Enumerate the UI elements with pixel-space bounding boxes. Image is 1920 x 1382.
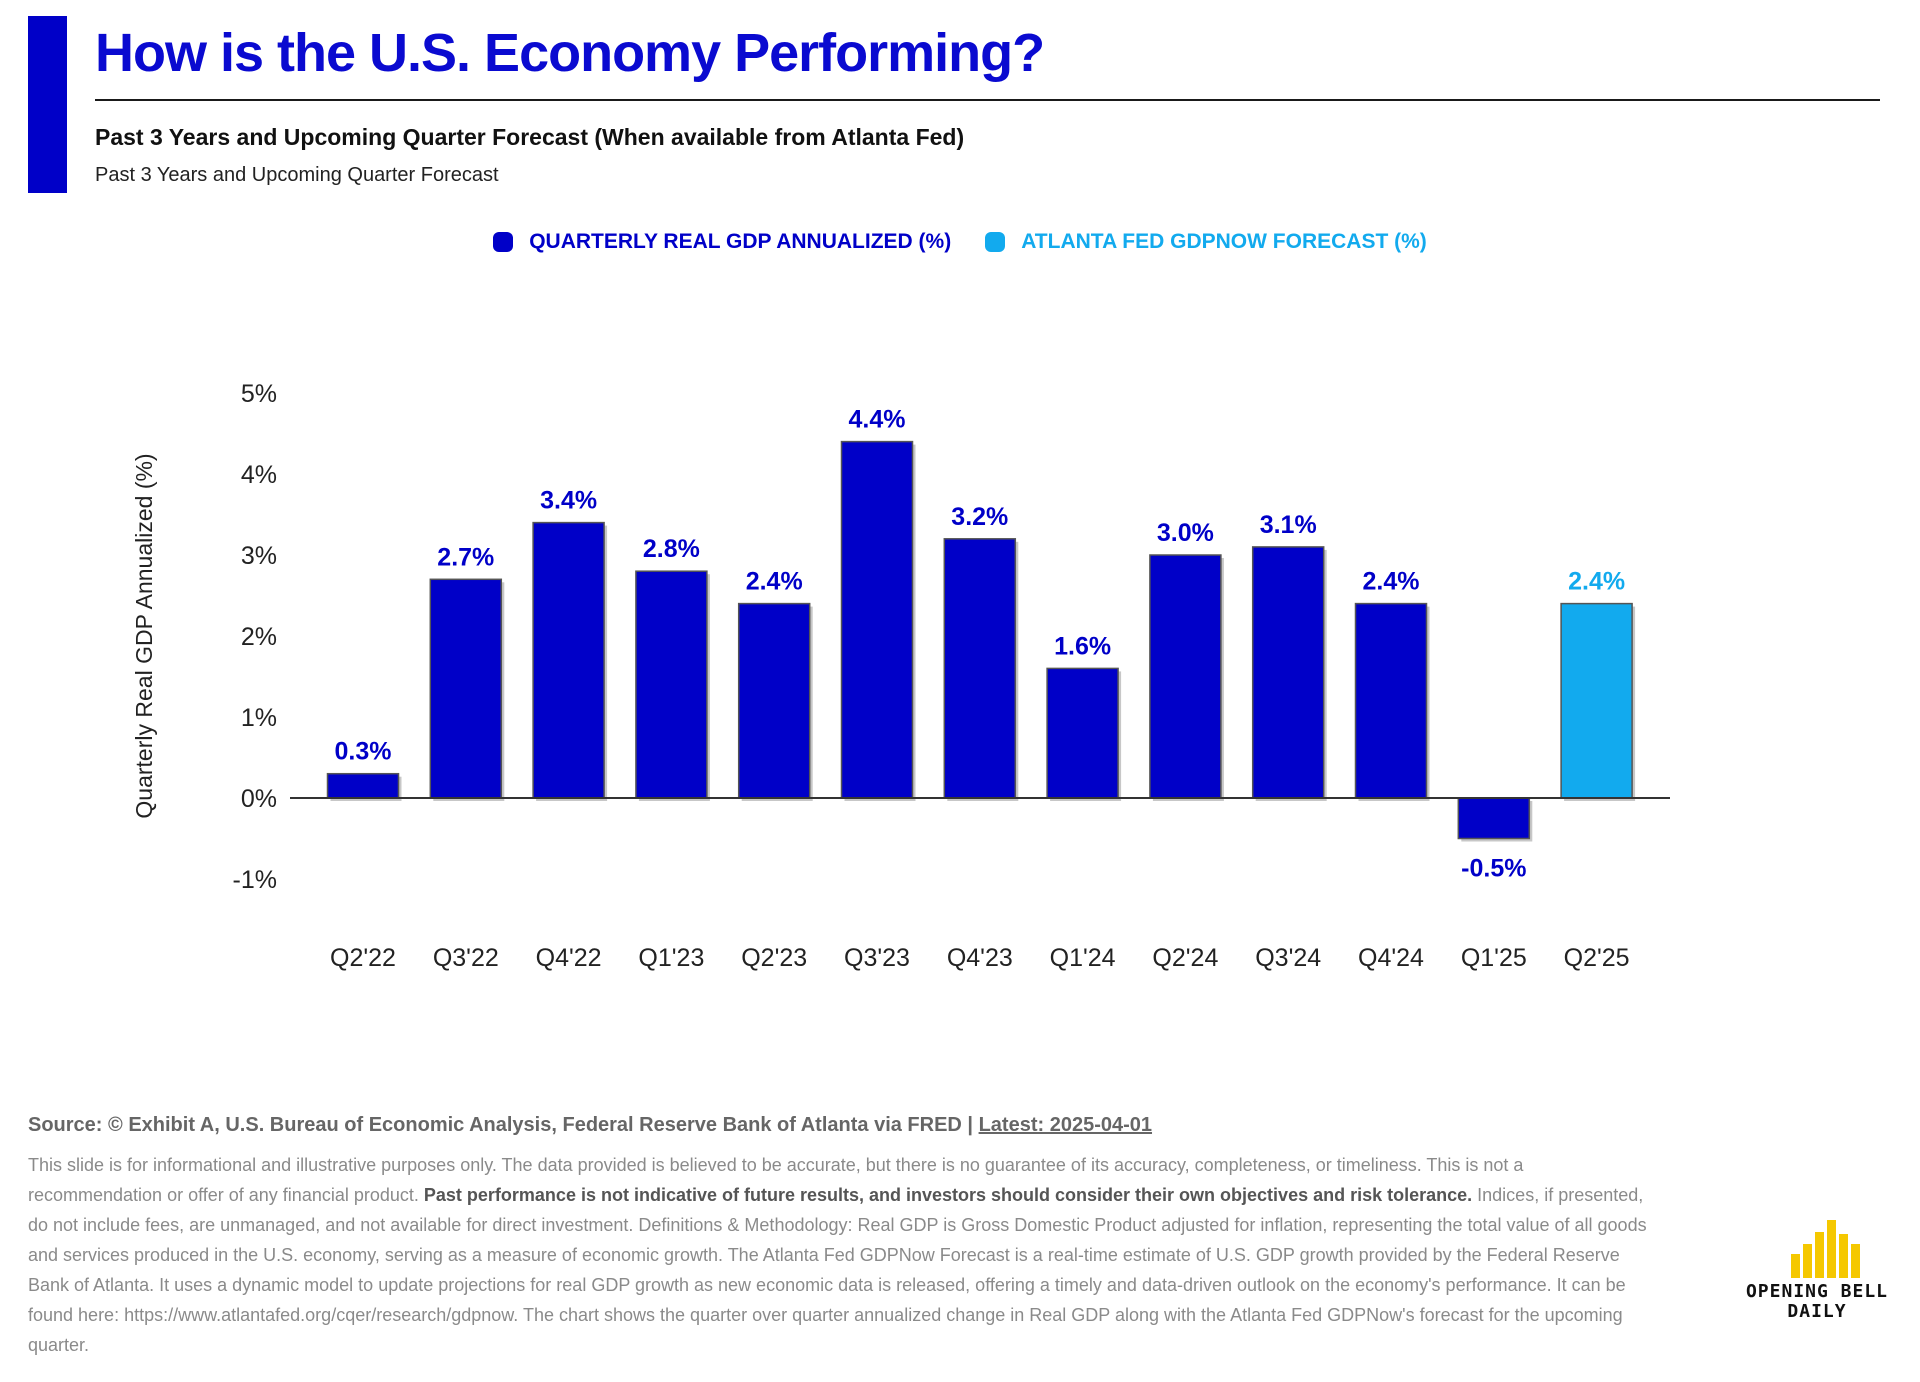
source-text: Source: © Exhibit A, U.S. Bureau of Econ… [28, 1114, 979, 1136]
legend-item-gdp: QUARTERLY REAL GDP ANNUALIZED (%) [493, 230, 951, 254]
bar [1560, 602, 1633, 799]
y-tick-label: 0% [241, 785, 277, 813]
disclaimer-bold: Past performance is not indicative of fu… [423, 1185, 1473, 1205]
bar [737, 602, 811, 799]
data-label: 0.3% [335, 738, 392, 766]
logo-text: OPENING BELL DAILY [1722, 1282, 1912, 1322]
x-tick-label: Q1'25 [1461, 944, 1527, 972]
logo-line1: OPENING BELL [1745, 1281, 1889, 1302]
y-axis-label: Quarterly Real GDP Annualized (%) [131, 453, 157, 818]
chart-subtitle-secondary: Past 3 Years and Upcoming Quarter Foreca… [95, 164, 499, 186]
legend-label-gdpnow: ATLANTA FED GDPNOW FORECAST (%) [1021, 230, 1427, 253]
data-label: 2.4% [1363, 568, 1420, 596]
legend-swatch-gdpnow [985, 232, 1006, 252]
x-tick-label: Q4'22 [536, 944, 602, 972]
accent-bar [28, 16, 67, 193]
y-tick-label: 1% [241, 704, 277, 732]
bar [1046, 667, 1119, 799]
y-tick-label: 4% [241, 461, 277, 489]
data-label: 2.4% [1568, 568, 1625, 596]
x-tick-label: Q2'22 [330, 944, 396, 972]
data-label: 2.4% [746, 568, 803, 596]
x-tick-label: Q1'23 [638, 944, 704, 972]
x-tick-label: Q4'24 [1358, 944, 1424, 972]
data-label: 3.4% [540, 487, 597, 515]
chart-legend: QUARTERLY REAL GDP ANNUALIZED (%) ATLANT… [0, 230, 1920, 254]
data-label: 2.8% [643, 535, 700, 563]
opening-bell-daily-logo: OPENING BELL DAILY [1722, 1220, 1912, 1330]
bar [429, 578, 503, 799]
y-tick-label: 2% [241, 623, 277, 651]
data-label: 4.4% [849, 406, 906, 434]
disclaimer-part1: This slide is for informational and illu… [28, 1155, 1524, 1205]
data-label: 3.1% [1260, 511, 1317, 539]
x-tick-label: Q3'24 [1255, 944, 1321, 972]
bar [1251, 546, 1325, 799]
y-tick-label: -1% [233, 866, 277, 894]
x-tick-label: Q4'23 [947, 944, 1013, 972]
chart-subtitle: Past 3 Years and Upcoming Quarter Foreca… [95, 124, 965, 150]
logo-line2: DAILY [1787, 1301, 1847, 1322]
disclaimer-part2: Indices, if presented, do not include fe… [28, 1185, 1647, 1355]
bar [532, 521, 605, 799]
x-tick-label: Q2'24 [1152, 944, 1218, 972]
bar [840, 440, 914, 799]
data-label: 3.0% [1157, 519, 1214, 547]
data-label: 2.7% [437, 543, 494, 571]
legend-swatch-gdp [493, 232, 514, 252]
title-divider [95, 99, 1880, 101]
bar [1457, 797, 1531, 840]
x-tick-label: Q1'24 [1050, 944, 1116, 972]
legend-label-gdp: QUARTERLY REAL GDP ANNUALIZED (%) [529, 230, 952, 253]
x-tick-label: Q3'22 [433, 944, 499, 972]
gdp-bar-chart: Quarterly Real GDP Annualized (%) -1% 0% 1%… [131, 380, 1670, 972]
source-line: Source: © Exhibit A, U.S. Bureau of Econ… [28, 1114, 1152, 1137]
data-label: -0.5% [1461, 855, 1526, 883]
bar [1149, 554, 1222, 799]
bar [1354, 602, 1428, 799]
latest-date-link[interactable]: Latest: 2025-04-01 [978, 1114, 1153, 1136]
bar [326, 772, 400, 799]
legend-item-gdpnow: ATLANTA FED GDPNOW FORECAST (%) [985, 230, 1427, 254]
disclaimer-text: This slide is for informational and illu… [28, 1150, 1653, 1360]
y-tick-label: 5% [241, 380, 277, 408]
x-tick-label: Q3'23 [844, 944, 910, 972]
x-tick-label: Q2'25 [1564, 944, 1630, 972]
logo-bars-icon [1791, 1220, 1860, 1278]
y-tick-label: 3% [241, 542, 277, 570]
page-title: How is the U.S. Economy Performing? [95, 23, 1045, 83]
x-tick-label: Q2'23 [741, 944, 807, 972]
bar [943, 538, 1017, 799]
data-label: 1.6% [1054, 632, 1111, 660]
bar [635, 570, 708, 799]
data-label: 3.2% [951, 503, 1008, 531]
